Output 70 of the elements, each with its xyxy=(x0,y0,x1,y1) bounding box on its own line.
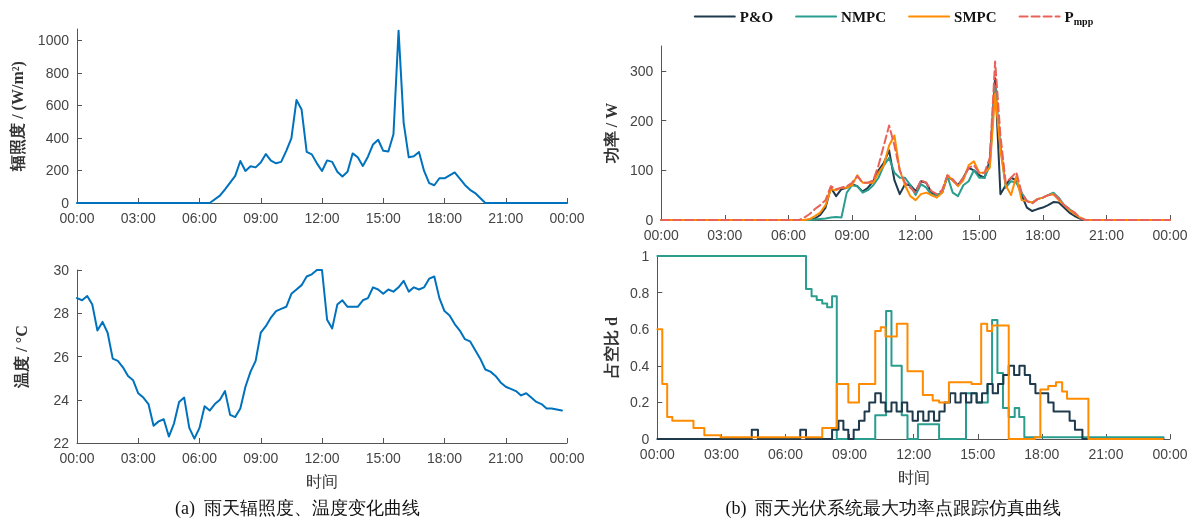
y-tick-label: 400 xyxy=(45,129,70,146)
legend-label: SMPC xyxy=(954,8,997,25)
x-tick-label: 21:00 xyxy=(1088,446,1124,462)
x-tick-label: 18:00 xyxy=(1024,446,1060,462)
x-tick-label: 00:00 xyxy=(59,450,95,466)
legend-label: P&O xyxy=(739,8,774,25)
x-tick-label: 09:00 xyxy=(243,210,279,226)
x-tick-label: 03:00 xyxy=(120,450,156,466)
y-tick-label: 0 xyxy=(645,212,654,228)
x-tick-label: 06:00 xyxy=(181,450,218,466)
x-tick-label: 03:00 xyxy=(707,227,743,243)
x-tick-label: 00:00 xyxy=(639,446,676,462)
y-tick-label: 0.6 xyxy=(629,321,650,338)
x-tick-label: 03:00 xyxy=(703,446,740,462)
legend-label: NMPC xyxy=(841,8,887,25)
text: (b) 雨天光伏系统最大功率点跟踪仿真曲线 xyxy=(725,498,1062,519)
y-tick-label: 22 xyxy=(53,435,70,451)
y-tick-label: 0.4 xyxy=(629,357,650,374)
y-tick-label: 300 xyxy=(629,62,654,79)
x-tick-label: 12:00 xyxy=(304,450,340,466)
y-tick-label: 28 xyxy=(53,305,70,322)
x-tick-label: 03:00 xyxy=(120,210,156,226)
y-tick-label: 100 xyxy=(629,162,654,179)
x-tick-label: 00:00 xyxy=(1152,446,1188,462)
y-tick-label: 0 xyxy=(61,195,70,211)
x-tick-label: 15:00 xyxy=(960,446,996,462)
x-tick-label: 09:00 xyxy=(832,446,868,462)
y-tick-label: 1 xyxy=(641,248,650,264)
x-tick-label: 21:00 xyxy=(488,210,524,226)
x-axis-title: 时间 xyxy=(306,472,338,490)
x-tick-label: 09:00 xyxy=(834,227,870,243)
y-tick-label: 1000 xyxy=(37,32,70,49)
x-tick-label: 00:00 xyxy=(1152,227,1188,243)
x-tick-label: 21:00 xyxy=(1088,227,1125,243)
y-tick-label: 800 xyxy=(45,64,70,81)
x-axis-title: 时间 xyxy=(897,468,930,486)
x-tick-label: 15:00 xyxy=(961,227,997,243)
x-tick-label: 00:00 xyxy=(59,210,95,226)
line-series xyxy=(76,29,568,204)
y-tick-label: 0.8 xyxy=(629,284,650,301)
y-tick-label: 200 xyxy=(45,162,70,179)
x-tick-label: 00:00 xyxy=(549,450,585,466)
x-tick-label: 00:00 xyxy=(549,210,585,226)
y-axis-title: 占空比 d xyxy=(602,316,620,378)
x-tick-label: 12:00 xyxy=(898,227,934,243)
x-tick-label: 18:00 xyxy=(1025,227,1061,243)
x-tick-label: 15:00 xyxy=(365,450,401,466)
y-tick-label: 30 xyxy=(53,262,70,278)
y-tick-label: 0 xyxy=(641,431,650,447)
y-tick-label: 26 xyxy=(53,348,70,365)
x-tick-label: 21:00 xyxy=(488,450,524,466)
x-tick-label: 18:00 xyxy=(426,450,463,466)
y-axis-title: 功率 / W xyxy=(601,102,620,165)
x-tick-label: 06:00 xyxy=(181,210,218,226)
y-tick-label: 200 xyxy=(629,112,654,129)
x-tick-label: 00:00 xyxy=(643,227,679,243)
x-tick-label: 09:00 xyxy=(243,450,279,466)
y-axis-title: 温度 / °C xyxy=(11,325,30,389)
x-tick-label: 06:00 xyxy=(768,446,804,462)
y-tick-label: 24 xyxy=(53,391,70,408)
line-series xyxy=(76,269,563,440)
x-tick-label: 18:00 xyxy=(426,210,463,226)
x-tick-label: 12:00 xyxy=(304,210,340,226)
y-tick-label: 0.2 xyxy=(629,394,650,411)
x-tick-label: 12:00 xyxy=(896,446,932,462)
x-tick-label: 15:00 xyxy=(365,210,401,226)
y-axis-title: 辐照度 / (W/m²) xyxy=(7,61,27,172)
y-tick-label: 600 xyxy=(45,97,70,114)
text: (a) 雨天辐照度、温度变化曲线 xyxy=(175,498,420,519)
x-tick-label: 06:00 xyxy=(770,227,807,243)
